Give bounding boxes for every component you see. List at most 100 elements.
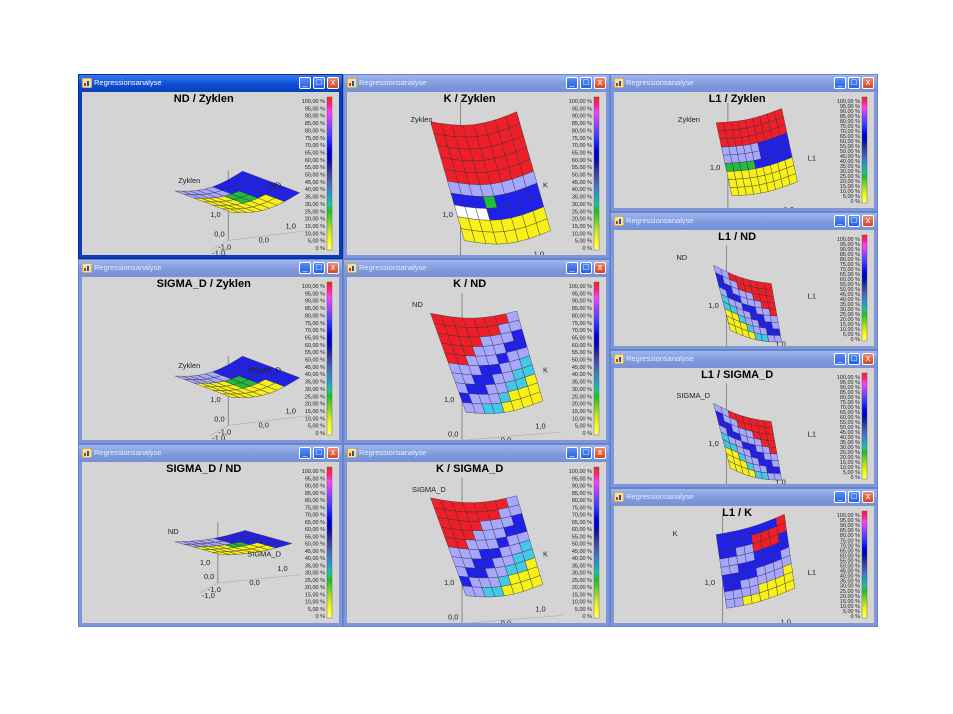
legend-label: 5,00 %	[575, 239, 592, 245]
close-button[interactable]: x	[862, 77, 874, 89]
maximize-button[interactable]: □	[313, 447, 325, 459]
legend-label: 5,00 %	[843, 332, 860, 338]
plot-title: L1 / ND	[718, 231, 756, 243]
legend-label: 55,00 %	[572, 350, 592, 356]
legend-label: 70,00 %	[305, 143, 325, 149]
window-titlebar[interactable]: Regressionsanalyse _ □ x	[344, 260, 609, 277]
minimize-button[interactable]: _	[299, 447, 311, 459]
legend-label: 65,00 %	[840, 548, 860, 554]
close-button[interactable]: x	[594, 262, 606, 274]
regression-window-2[interactable]: Regressionsanalyse _ □ x K / Zyklen 100,00 % 9…	[343, 74, 610, 259]
legend-color-bar	[326, 281, 333, 436]
app-icon	[347, 263, 357, 273]
legend-label: 10,00 %	[305, 231, 325, 237]
legend-label: 90,00 %	[305, 114, 325, 120]
maximize-button[interactable]: □	[848, 491, 860, 503]
regression-window-4[interactable]: Regressionsanalyse _ □ x SIGMA_D / Zyklen 100…	[78, 259, 343, 444]
window-titlebar[interactable]: Regressionsanalyse _ □ x	[344, 75, 609, 92]
tick-label: 0,0	[214, 414, 224, 423]
legend-label: 5,00 %	[843, 194, 860, 200]
legend-label: 85,00 %	[572, 306, 592, 312]
minimize-button[interactable]: _	[299, 77, 311, 89]
maximize-button[interactable]: □	[580, 262, 592, 274]
legend-label: 65,00 %	[572, 520, 592, 526]
legend-label: 70,00 %	[572, 513, 592, 519]
regression-window-7[interactable]: Regressionsanalyse _ □ x SIGMA_D / ND 100,00 …	[78, 444, 343, 627]
legend-label: 90,00 %	[572, 114, 592, 120]
surface-cell	[530, 575, 544, 589]
plot-title: K / ND	[453, 278, 486, 290]
regression-window-10[interactable]: Regressionsanalyse _ □ x L1 / K 100,00 % 95,00…	[610, 488, 878, 627]
tick-label: -1,0	[208, 585, 221, 594]
regression-window-3[interactable]: Regressionsanalyse _ □ x L1 / Zyklen 100,00 %…	[610, 74, 878, 212]
maximize-button[interactable]: □	[848, 77, 860, 89]
regression-window-6[interactable]: Regressionsanalyse _ □ x L1 / ND 100,00 % 95,0…	[610, 212, 878, 350]
minimize-button[interactable]: _	[566, 77, 578, 89]
surface-cell	[766, 295, 775, 304]
close-button[interactable]: x	[594, 77, 606, 89]
legend-color-bar	[326, 96, 333, 251]
minimize-button[interactable]: _	[566, 447, 578, 459]
maximize-button[interactable]: □	[848, 215, 860, 227]
legend-label: 40,00 %	[840, 435, 860, 441]
x-axis	[228, 415, 310, 426]
legend-label: 15,00 %	[840, 460, 860, 466]
legend-label: 30,00 %	[840, 445, 860, 451]
minimize-button[interactable]: _	[834, 353, 846, 365]
close-button[interactable]: x	[862, 215, 874, 227]
window-titlebar[interactable]: Regressionsanalyse _ □ x	[611, 213, 877, 230]
plot-title: L1 / K	[722, 507, 752, 519]
legend-label: 20,00 %	[305, 402, 325, 408]
legend-label: 95,00 %	[572, 106, 592, 112]
window-titlebar[interactable]: Regressionsanalyse _ □ x	[79, 260, 342, 277]
z-axis-label: ND	[168, 527, 179, 536]
legend-label: 15,00 %	[305, 224, 325, 230]
minimize-button[interactable]: _	[299, 262, 311, 274]
maximize-button[interactable]: □	[313, 77, 325, 89]
legend-label: 85,00 %	[840, 528, 860, 534]
surface-cell	[721, 573, 732, 584]
regression-window-8[interactable]: Regressionsanalyse _ □ x K / SIGMA_D 100,00 %…	[343, 444, 610, 627]
close-button[interactable]: x	[862, 491, 874, 503]
legend-label: 85,00 %	[840, 252, 860, 258]
window-title: Regressionsanalyse	[359, 448, 427, 457]
minimize-button[interactable]: _	[834, 215, 846, 227]
minimize-button[interactable]: _	[834, 77, 846, 89]
window-titlebar[interactable]: Regressionsanalyse _ □ x	[611, 351, 877, 368]
maximize-button[interactable]: □	[848, 353, 860, 365]
window-titlebar[interactable]: Regressionsanalyse _ □ x	[611, 489, 877, 506]
legend-label: 95,00 %	[305, 291, 325, 297]
window-titlebar[interactable]: Regressionsanalyse _ □ x	[611, 75, 877, 92]
legend-label: 45,00 %	[840, 154, 860, 160]
plot-title: SIGMA_D / ND	[166, 463, 241, 475]
x-axis-label: SIGMA_D	[247, 550, 281, 559]
legend-label: 30,00 %	[305, 387, 325, 393]
close-button[interactable]: x	[327, 447, 339, 459]
close-button[interactable]: x	[594, 447, 606, 459]
legend-label: 95,00 %	[840, 380, 860, 386]
window-titlebar[interactable]: Regressionsanalyse _ □ x	[79, 445, 342, 462]
legend-label: 20,00 %	[572, 217, 592, 223]
window-titlebar[interactable]: Regressionsanalyse _ □ x	[344, 445, 609, 462]
window-titlebar[interactable]: Regressionsanalyse _ □ x	[79, 75, 342, 92]
plot-title: ND / Zyklen	[174, 93, 234, 105]
z-axis-label: ND	[412, 300, 423, 309]
legend-label: 40,00 %	[840, 574, 860, 580]
close-button[interactable]: x	[327, 77, 339, 89]
legend-label: 0 %	[316, 614, 326, 620]
minimize-button[interactable]: _	[834, 491, 846, 503]
maximize-button[interactable]: □	[580, 447, 592, 459]
regression-window-1[interactable]: Regressionsanalyse _ □ x ND / Zyklen 100,00 %…	[78, 74, 343, 259]
close-button[interactable]: x	[327, 262, 339, 274]
legend-label: 70,00 %	[305, 328, 325, 334]
plot-area: L1 / Zyklen 100,00 % 95,00 % 90,00 % 85,00 %…	[614, 92, 874, 208]
maximize-button[interactable]: □	[580, 77, 592, 89]
regression-window-5[interactable]: Regressionsanalyse _ □ x K / ND 100,00 % 95,00…	[343, 259, 610, 444]
maximize-button[interactable]: □	[313, 262, 325, 274]
legend-label: 10,00 %	[840, 189, 860, 195]
legend-label: 60,00 %	[572, 527, 592, 533]
regression-window-9[interactable]: Regressionsanalyse _ □ x L1 / SIGMA_D 100,00 …	[610, 350, 878, 488]
close-button[interactable]: x	[862, 353, 874, 365]
legend-label: 20,00 %	[305, 585, 325, 591]
minimize-button[interactable]: _	[566, 262, 578, 274]
